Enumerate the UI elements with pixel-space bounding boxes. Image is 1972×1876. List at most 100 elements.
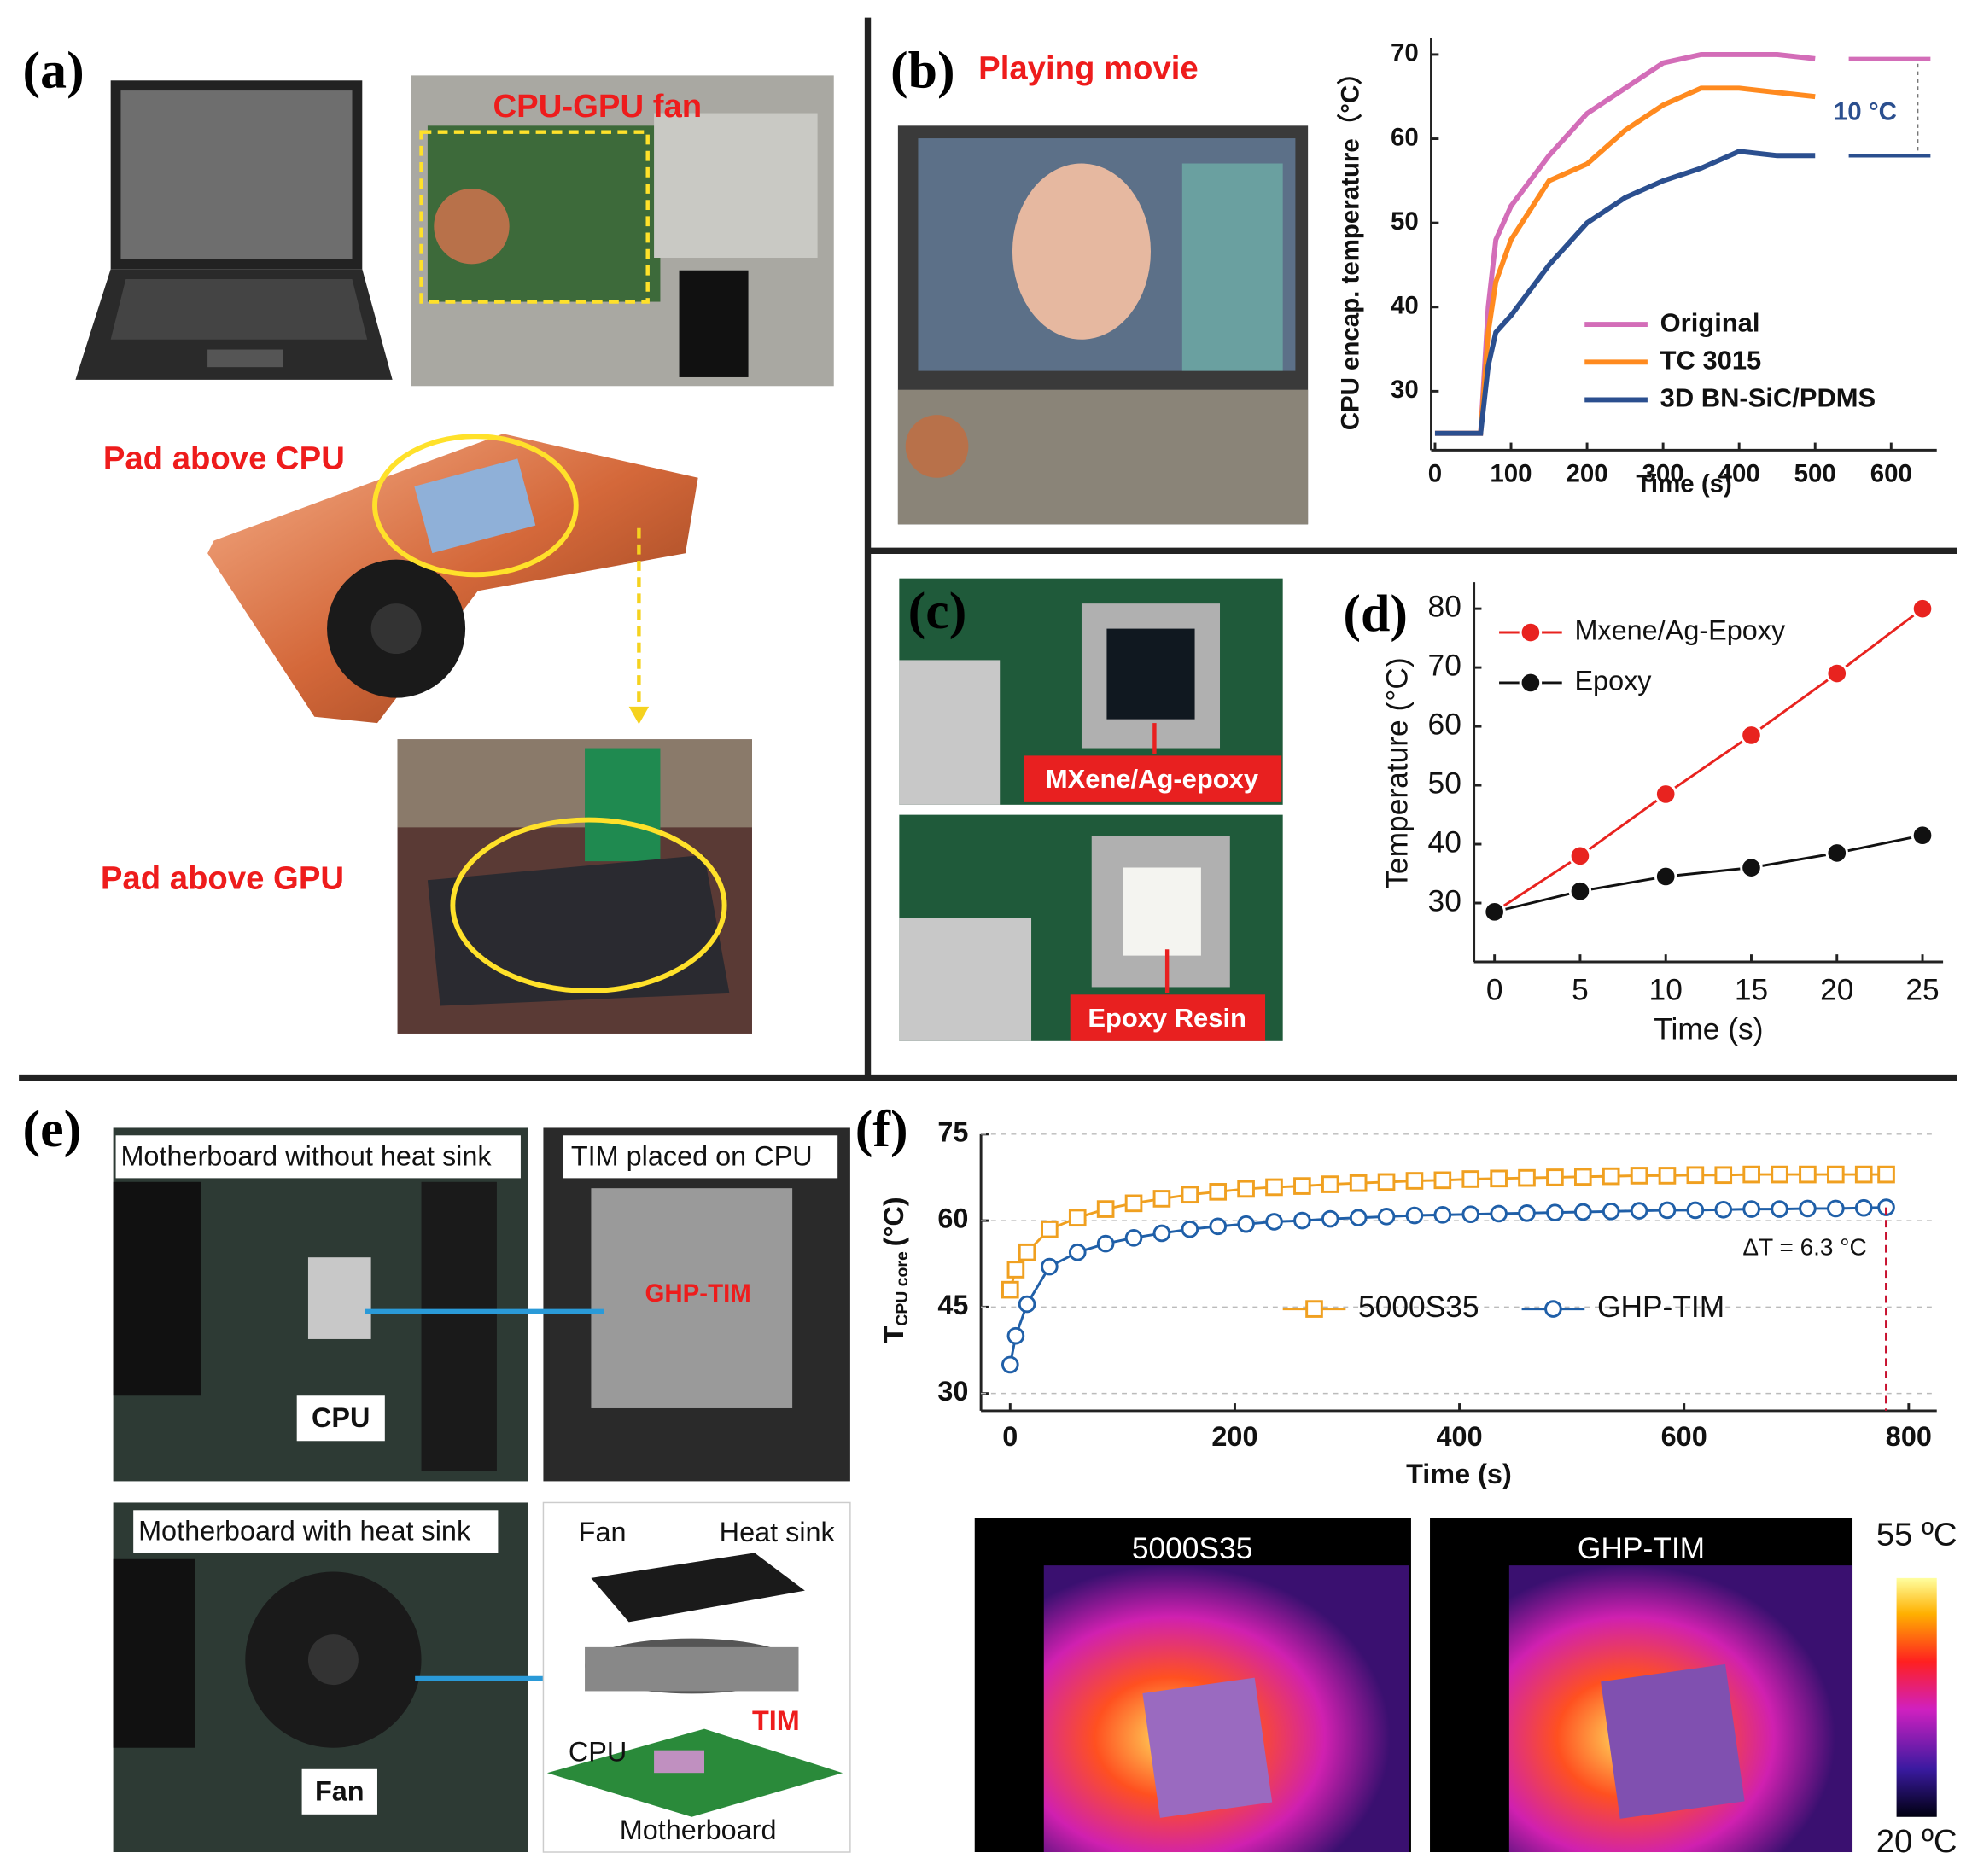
legend-label: Epoxy <box>1574 666 1652 696</box>
movie-photo <box>897 125 1309 525</box>
photo-label: MXene/Ag-epoxy <box>1046 764 1259 794</box>
point <box>1001 1355 1019 1374</box>
x-tick-label: 100 <box>1490 460 1532 488</box>
label-box <box>296 1395 385 1442</box>
heat-sink-photo <box>207 434 698 725</box>
point <box>1124 1229 1143 1247</box>
series-line <box>1434 149 1816 436</box>
point <box>1152 1190 1171 1208</box>
diagram-label: TIM <box>752 1705 800 1736</box>
point <box>1405 1206 1424 1225</box>
point <box>1006 1326 1025 1345</box>
x-tick-label: 800 <box>1886 1421 1932 1452</box>
point <box>1630 1202 1648 1220</box>
point <box>1237 1180 1255 1198</box>
point <box>1771 1165 1788 1184</box>
y-tick-label: 40 <box>1428 825 1461 859</box>
laptop-photo <box>75 80 393 380</box>
panel-dividers <box>19 17 1957 1081</box>
point <box>1068 1209 1087 1227</box>
photo-label: Pad above GPU <box>101 859 344 896</box>
chart: 30 45 60 75 0 200 400 600 800 Time (s) TCPU core (°… <box>878 1116 1937 1489</box>
point <box>1686 1166 1705 1185</box>
point <box>1602 1167 1620 1186</box>
label-box <box>133 1510 499 1553</box>
y-tick-label: 30 <box>937 1376 968 1407</box>
point <box>1152 1224 1171 1243</box>
y-tick-label: 70 <box>1391 39 1419 67</box>
x-tick-label: 300 <box>1642 460 1684 488</box>
label-box <box>1024 755 1282 802</box>
x-tick-label: 10 <box>1649 974 1683 1007</box>
point <box>1518 1204 1536 1222</box>
point <box>1658 1201 1677 1220</box>
point <box>1483 900 1506 923</box>
point <box>1018 1295 1036 1314</box>
thermal-ghp <box>1430 1518 1853 1853</box>
photo-label: Pad above CPU <box>103 440 345 476</box>
label-box <box>301 1768 377 1815</box>
panel-label: (c) <box>908 582 967 640</box>
point <box>1658 1167 1677 1185</box>
tim-cpu-photo <box>543 1127 850 1482</box>
point <box>1568 844 1592 868</box>
y-axis-label: Temperature (°C) <box>1381 657 1415 888</box>
point <box>1740 724 1763 747</box>
x-tick-label: 600 <box>1870 460 1912 488</box>
point <box>1124 1194 1143 1213</box>
x-tick-label: 0 <box>1428 460 1442 488</box>
x-tick-label: 20 <box>1820 974 1853 1007</box>
diagram-label: Motherboard <box>620 1815 777 1845</box>
point <box>1433 1171 1452 1190</box>
y-axis-label-main: Temperature (°C) <box>1381 657 1415 888</box>
x-axis-label: Time (s) <box>1654 1012 1763 1046</box>
panel-label: (a) <box>23 42 85 100</box>
y-tick-label: 60 <box>1391 123 1419 151</box>
chart: 30 40 50 60 70 80 0 5 10 15 20 25 Time (s) Temperatur… <box>1381 582 1944 1046</box>
image-label: GHP-TIM <box>1578 1532 1705 1565</box>
point <box>1825 842 1849 865</box>
series-line <box>1008 1206 1887 1366</box>
legend-marker <box>1544 1300 1562 1318</box>
photo-label: Motherboard without heat sink <box>120 1140 492 1171</box>
point <box>1068 1243 1087 1261</box>
motherboard-photo <box>411 75 834 387</box>
point <box>1018 1243 1036 1261</box>
point <box>1265 1213 1283 1231</box>
x-tick-label: 400 <box>1718 460 1760 488</box>
point <box>1714 1166 1733 1185</box>
panel-label: (d) <box>1343 585 1408 643</box>
annotation: 10 °C <box>1834 97 1897 125</box>
series-line <box>1434 51 1816 436</box>
photo-label: GHP-TIM <box>645 1279 750 1308</box>
point <box>1799 1199 1817 1218</box>
point <box>1877 1165 1895 1184</box>
point <box>1740 856 1763 879</box>
point <box>1825 661 1849 685</box>
legend-marker <box>1305 1300 1323 1318</box>
color-bar <box>1896 1577 1937 1817</box>
point <box>1799 1165 1817 1184</box>
point <box>1630 1167 1648 1185</box>
point <box>1461 1170 1480 1188</box>
thermal-5000s35 <box>974 1518 1411 1853</box>
point <box>1096 1234 1115 1253</box>
point <box>1181 1186 1199 1204</box>
diagram-label: CPU <box>569 1737 627 1768</box>
legend-marker <box>1519 620 1543 644</box>
point <box>1461 1205 1480 1223</box>
legend-label: TC 3015 <box>1660 345 1762 375</box>
point <box>1686 1201 1705 1220</box>
x-tick-label: 500 <box>1794 460 1836 488</box>
label-box <box>115 1135 521 1179</box>
photo-label: Motherboard with heat sink <box>138 1515 471 1546</box>
point <box>1377 1208 1396 1226</box>
photo-label: Playing movie <box>978 50 1199 87</box>
annotation: ΔT = 6.3 °C <box>1742 1233 1866 1260</box>
label-box <box>563 1135 838 1179</box>
y-tick-label: 50 <box>1391 207 1419 236</box>
point <box>1911 824 1934 847</box>
photo-label: Epoxy Resin <box>1088 1003 1246 1033</box>
x-tick-label: 600 <box>1661 1421 1707 1452</box>
